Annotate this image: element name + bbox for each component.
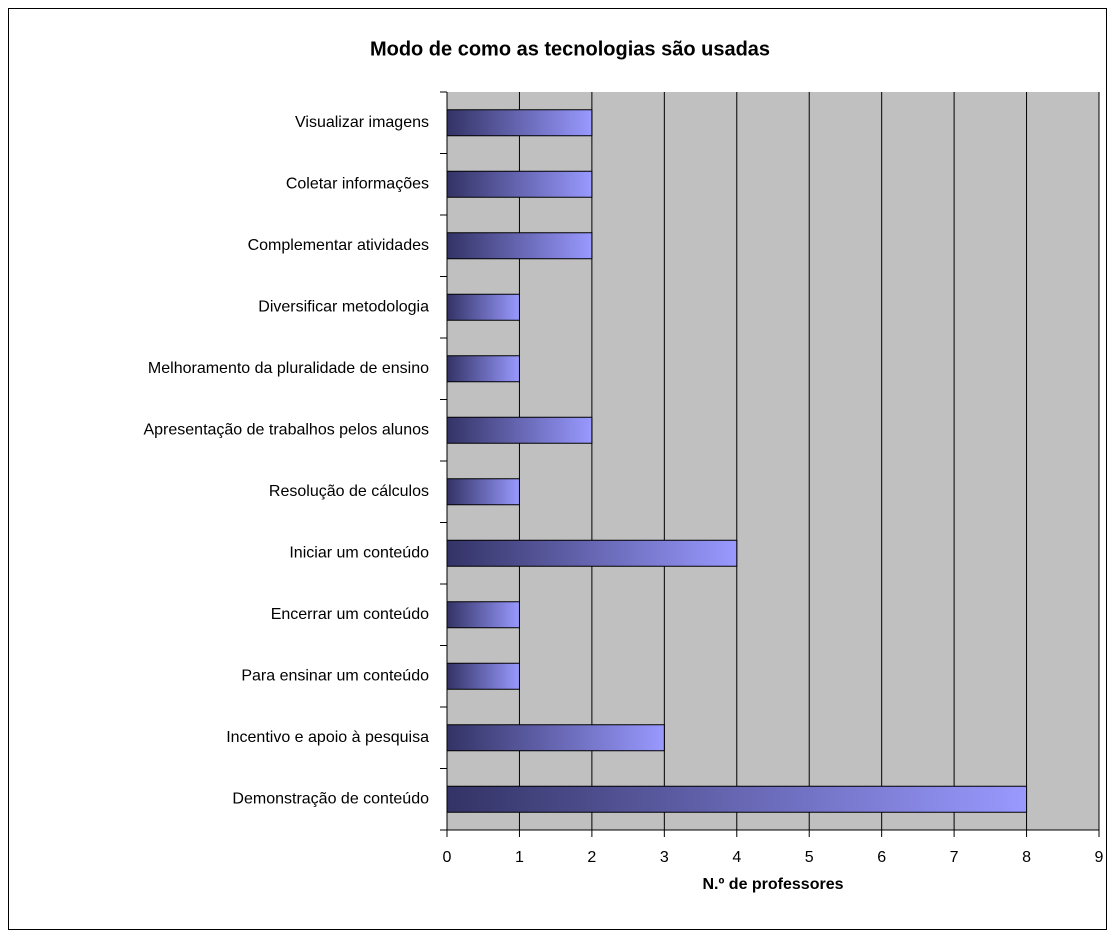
x-tick-label: 4 <box>732 849 741 866</box>
bar <box>446 785 1028 813</box>
bar <box>446 478 520 506</box>
bar <box>446 355 520 383</box>
bar <box>446 539 738 567</box>
bar <box>446 293 520 321</box>
bar <box>446 170 593 198</box>
y-tick-label: Visualizar imagens <box>295 114 429 131</box>
y-tick-label: Incentivo e apoio à pesquisa <box>226 729 429 746</box>
bar <box>446 724 665 752</box>
chart-title: Modo de como as tecnologias são usadas <box>370 38 770 60</box>
x-tick-label: 9 <box>1095 849 1104 866</box>
bar <box>446 662 520 690</box>
plot-area <box>447 92 1099 830</box>
x-tick-label: 3 <box>660 849 669 866</box>
bar <box>446 601 520 629</box>
bar <box>446 416 593 444</box>
x-tick-label: 6 <box>877 849 886 866</box>
bar <box>446 232 593 260</box>
bar <box>446 109 593 137</box>
x-tick-label: 0 <box>443 849 452 866</box>
y-tick-label: Melhoramento da pluralidade de ensino <box>148 360 429 377</box>
y-tick-label: Para ensinar um conteúdo <box>241 667 429 684</box>
x-axis-label: N.º de professores <box>703 876 844 893</box>
y-tick-label: Complementar atividades <box>248 237 429 254</box>
y-tick-label: Diversificar metodologia <box>258 298 429 315</box>
x-tick-label: 2 <box>587 849 596 866</box>
x-tick-label: 1 <box>515 849 524 866</box>
x-tick-label: 5 <box>805 849 814 866</box>
y-tick-label: Resolução de cálculos <box>269 483 429 500</box>
y-tick-label: Encerrar um conteúdo <box>271 606 429 623</box>
y-tick-label: Apresentação de trabalhos pelos alunos <box>143 421 429 438</box>
x-tick-label: 8 <box>1022 849 1031 866</box>
y-tick-label: Coletar informações <box>286 175 429 192</box>
x-tick-label: 7 <box>950 849 959 866</box>
y-tick-label: Iniciar um conteúdo <box>289 544 429 561</box>
y-tick-label: Demonstração de conteúdo <box>232 790 429 807</box>
